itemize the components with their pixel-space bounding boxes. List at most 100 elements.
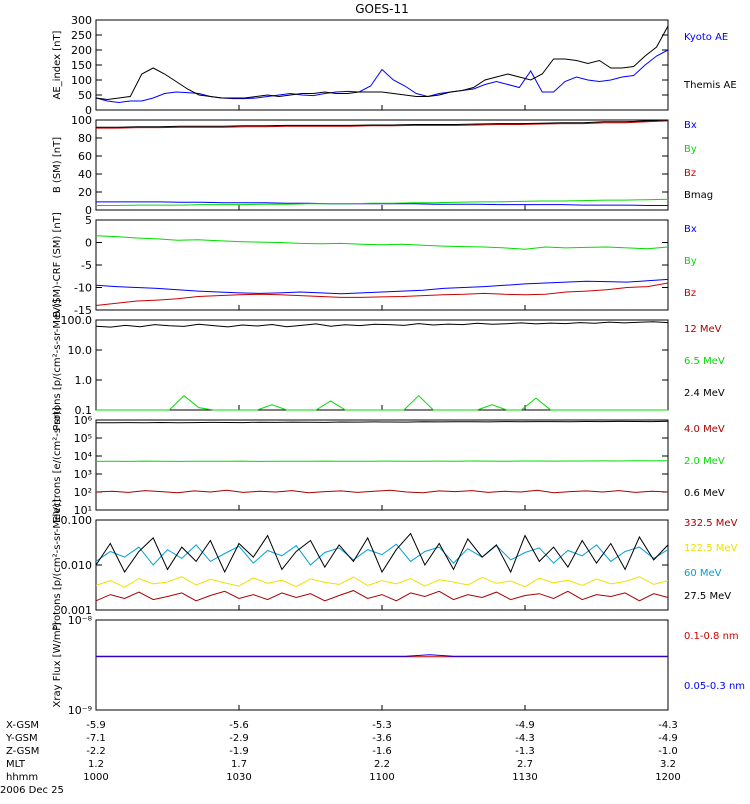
panel-3-legend-1: Bx	[684, 224, 697, 235]
panel-2-series-2	[96, 198, 669, 206]
panel-2-ytick-label: 0	[85, 204, 92, 217]
panel-3-ylabel: B (SM)-CRF (SM) [nT]	[52, 212, 63, 318]
footer-cell: 1100	[369, 772, 395, 783]
panel-2-ytick-label: 100	[71, 114, 92, 127]
panel-5-ytick-label: 10⁶	[74, 414, 93, 427]
panel-4-ytick-label: 1.0	[75, 374, 93, 387]
footer-cell: 1000	[83, 772, 109, 783]
panel-7-ylabel: Xray Flux [W/m²]	[52, 622, 63, 707]
panel-3-legend-3: Bz	[684, 288, 696, 299]
panel-1-legend-1: Kyoto AE	[684, 32, 728, 43]
footer-cell: -5.6	[229, 720, 249, 731]
panel-2-ytick-label: 20	[78, 186, 92, 199]
panel-3-ytick-label: 0	[85, 237, 92, 250]
panel-3-legend-2: By	[684, 256, 697, 267]
footer-cell: -2.9	[229, 733, 249, 744]
panel-5-series-3	[95, 420, 669, 424]
panel-4-frame	[95, 319, 669, 411]
chart-title: GOES-11	[355, 2, 409, 16]
footer-cell: 1130	[512, 772, 538, 783]
panel-6-ytick-label: 0.001	[61, 604, 93, 617]
panel-4-series-3	[95, 321, 669, 328]
footer-cell: 1200	[655, 772, 681, 783]
panel-7-legend-1: 0.1-0.8 nm	[684, 631, 739, 642]
panel-1-ytick-label: 300	[71, 14, 92, 27]
footer-cell: -1.9	[229, 746, 249, 757]
panel-6-legend-3: 60 MeV	[684, 568, 722, 579]
panel-1-series-1	[95, 49, 669, 104]
footer-cell: 2.2	[374, 759, 390, 770]
panel-3-ytick-label: -10	[74, 282, 92, 295]
footer-cell: -4.9	[658, 733, 678, 744]
panel-2-legend-1: Bx	[684, 120, 697, 131]
panel-6-series-4	[95, 532, 669, 574]
panel-4-ytick-label: 100.0	[61, 314, 93, 327]
panel-3-series-2	[95, 235, 669, 250]
panel-1-ytick-label: 100	[71, 74, 92, 87]
panel-5-legend-3: 0.6 MeV	[684, 488, 725, 499]
footer-cell: -7.1	[86, 733, 106, 744]
panel-6-ytick-label: 0.010	[61, 559, 93, 572]
date-label: 2006 Dec 25	[0, 785, 64, 796]
panel-5-ytick-label: 10⁵	[74, 432, 92, 445]
panel-3-ytick-label: -5	[81, 259, 92, 272]
footer-cell: -5.3	[372, 720, 392, 731]
panel-6-ylabel: Protons [p/(cm²-s-sr-MeV)]	[52, 499, 63, 631]
footer-cell: -4.9	[515, 720, 535, 731]
panel-5-ytick-label: 10³	[74, 468, 92, 481]
footer-cell: 1.7	[231, 759, 247, 770]
panel-2-ytick-label: 40	[78, 168, 92, 181]
panel-1-ylabel: AE_index [nT]	[52, 30, 63, 99]
panel-1-ytick-label: 0	[85, 104, 92, 117]
panel-2-series-4	[96, 119, 669, 128]
panel-4-ylabel: Protons [p/(cm²-s-sr-MeV)]	[52, 299, 63, 431]
panel-5-frame	[95, 419, 669, 511]
panel-6-legend-2: 122.5 MeV	[684, 543, 738, 554]
panel-4-legend-3: 2.4 MeV	[684, 388, 725, 399]
footer-cell: -1.6	[372, 746, 392, 757]
panel-3-ytick-label: 5	[85, 214, 92, 227]
panel-7-ytick-label: 10⁻⁹	[68, 704, 92, 717]
footer-cell: 1030	[226, 772, 252, 783]
panel-5-series-2	[95, 460, 669, 462]
panel-2-frame	[95, 119, 669, 211]
panel-5-ytick-label: 10⁴	[74, 450, 93, 463]
footer-row-label: Y-GSM	[6, 733, 38, 744]
panel-1-ytick-label: 50	[78, 89, 92, 102]
footer-cell: -1.3	[515, 746, 535, 757]
footer-row-label: Z-GSM	[6, 746, 40, 757]
panel-6-series-2	[95, 576, 669, 588]
panel-5-series-1	[95, 489, 669, 494]
panel-2-series-3	[96, 120, 669, 129]
footer-cell: -4.3	[515, 733, 535, 744]
panel-5-ytick-label: 10²	[74, 486, 92, 499]
panel-2-ylabel: B (SM) [nT]	[52, 137, 63, 193]
panel-2-legend-3: Bz	[684, 168, 696, 179]
panel-5-legend-2: 2.0 MeV	[684, 456, 725, 467]
footer-cell: -4.3	[658, 720, 678, 731]
panel-6-frame	[95, 519, 669, 611]
footer-cell: 1.2	[88, 759, 104, 770]
panel-3-series-1	[95, 278, 669, 295]
panel-4-legend-2: 6.5 MeV	[684, 356, 725, 367]
footer-cell: -1.0	[658, 746, 678, 757]
panel-4-legend-1: 12 MeV	[684, 324, 722, 335]
panel-6-legend-4: 27.5 MeV	[684, 591, 731, 602]
panel-1-frame	[95, 19, 669, 111]
footer-cell: -5.9	[86, 720, 106, 731]
panel-6-ytick-label: 0.100	[61, 514, 93, 527]
panel-5-ytick-label: 10¹	[74, 504, 92, 517]
footer-row-label: hhmm	[6, 772, 39, 783]
panel-3-ytick-label: -15	[74, 304, 92, 317]
footer-row-label: X-GSM	[6, 720, 40, 731]
footer-cell: 3.2	[660, 759, 676, 770]
panel-7-legend-2: 0.05-0.3 nm	[684, 681, 745, 692]
panel-7-series-2	[96, 654, 668, 657]
panel-1-ytick-label: 150	[71, 59, 92, 72]
panel-2-legend-2: By	[684, 144, 697, 155]
panel-5-legend-1: 4.0 MeV	[684, 424, 725, 435]
panel-4-series-2	[96, 395, 668, 411]
panel-4-ytick-label: 10.0	[68, 344, 93, 357]
